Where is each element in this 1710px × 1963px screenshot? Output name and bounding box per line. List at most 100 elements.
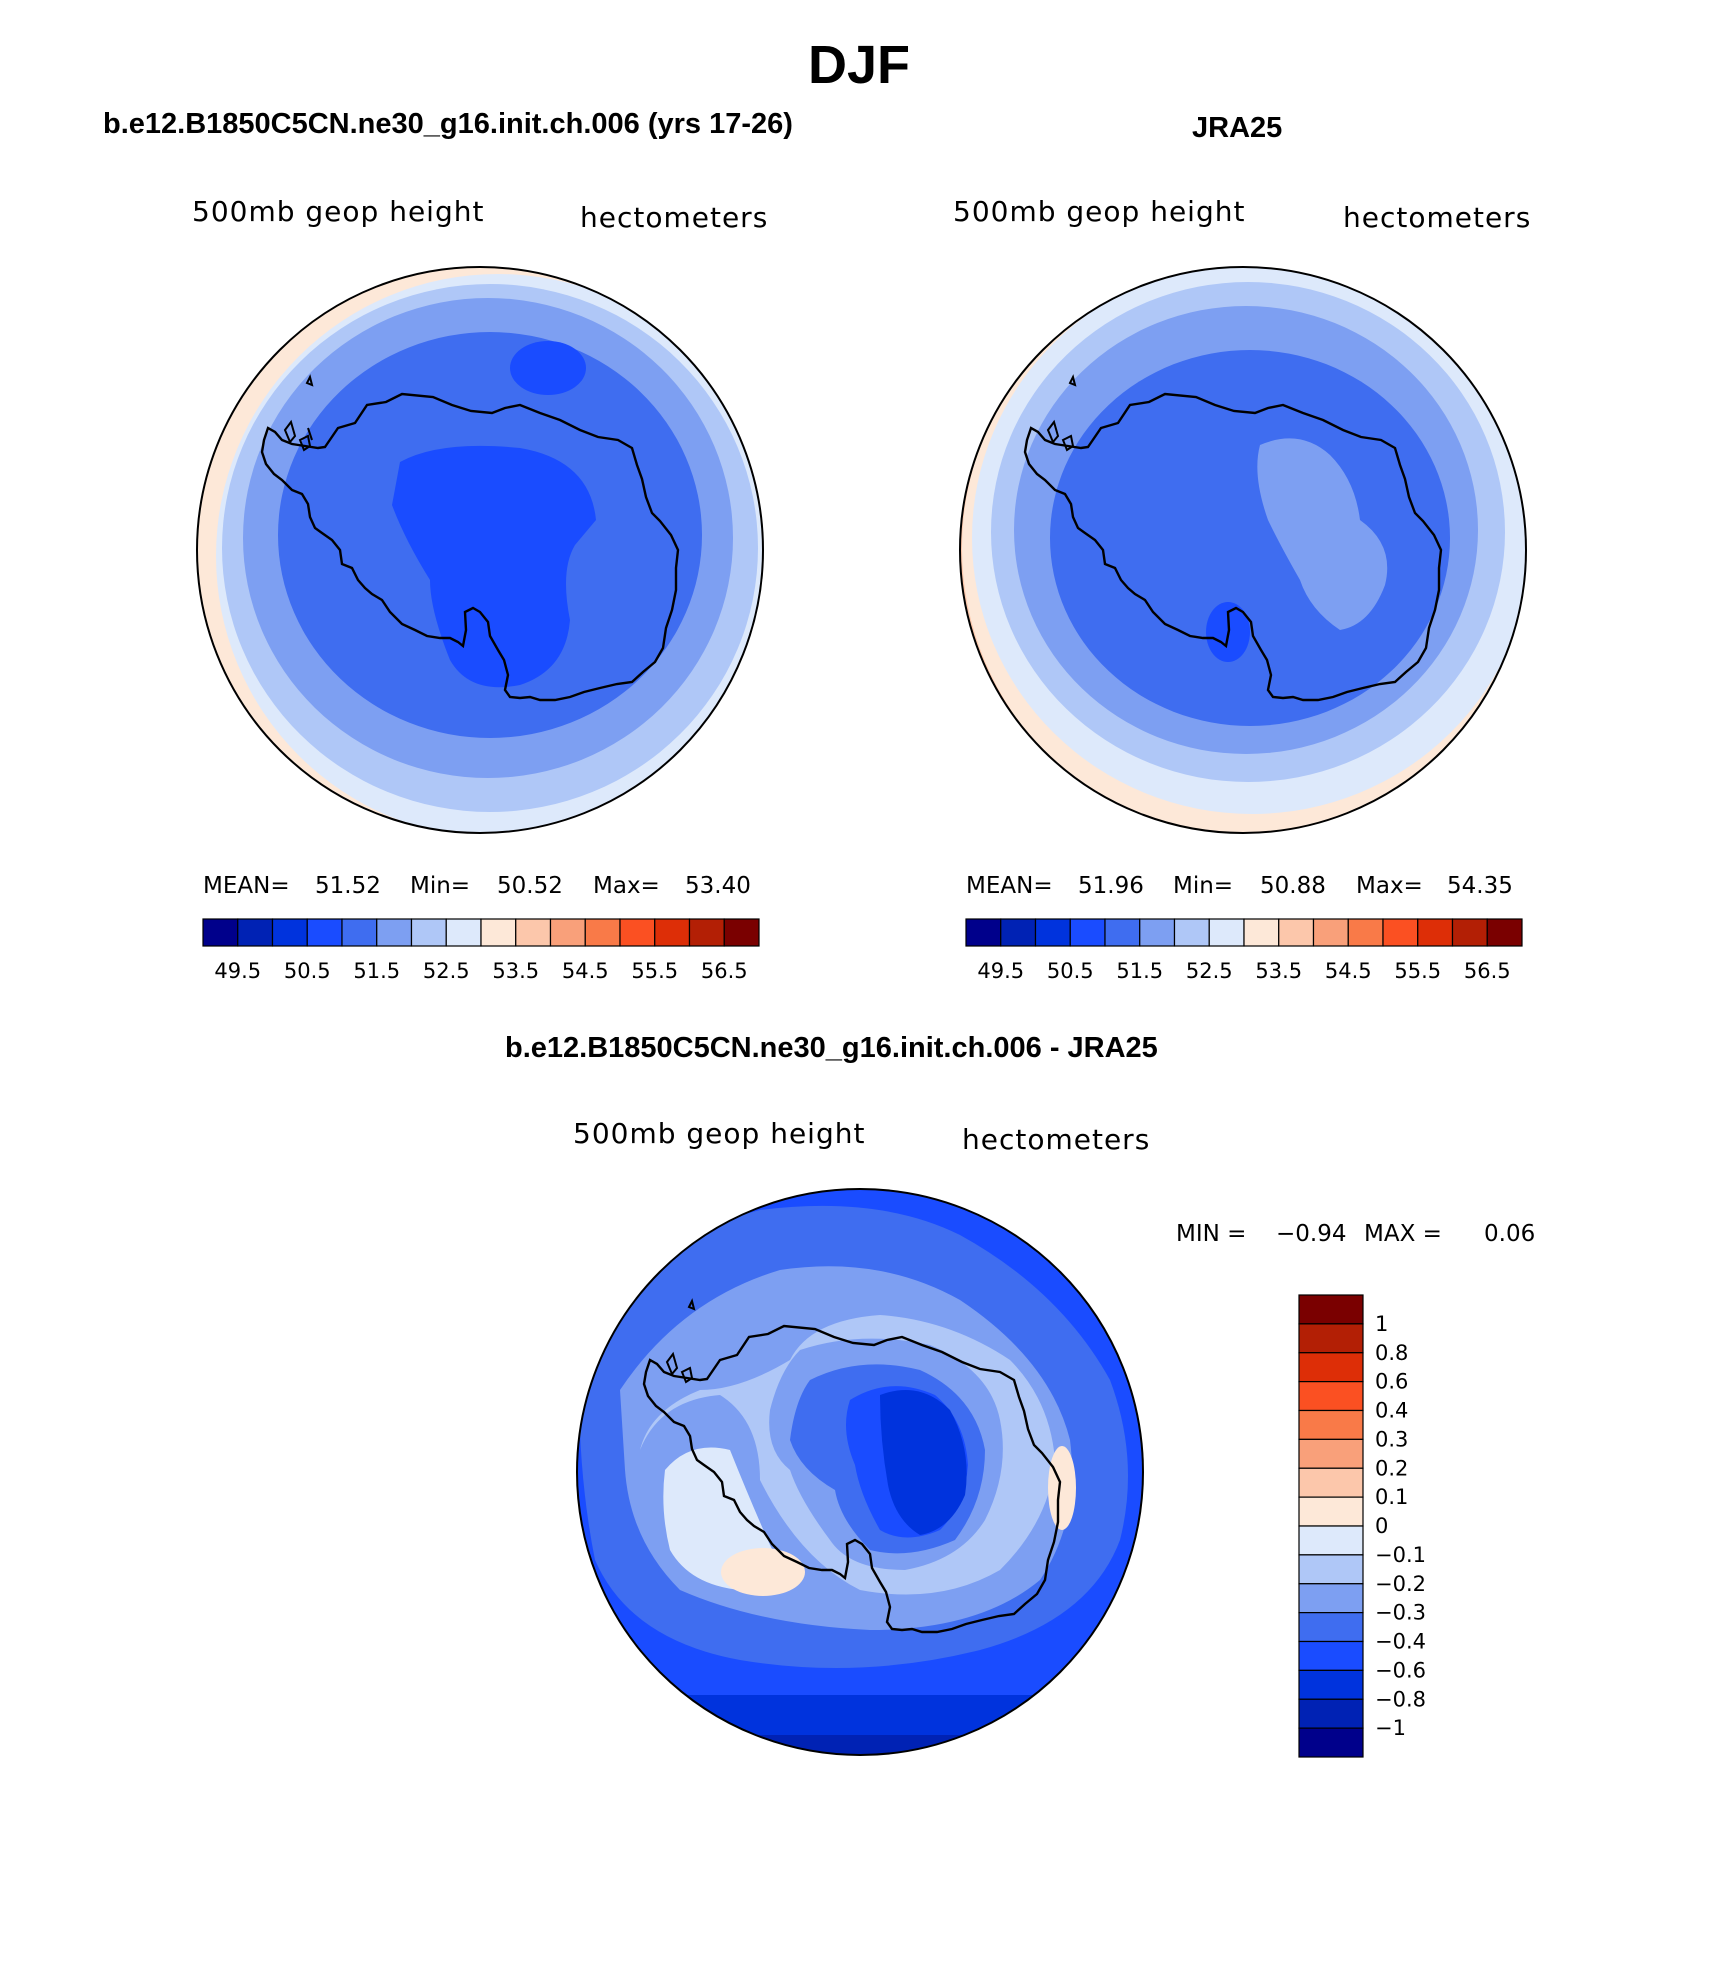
model-colorbar-swatch <box>445 918 482 947</box>
model-colorbar-swatch <box>376 918 413 947</box>
model-variable-label: 500mb geop height <box>192 195 485 228</box>
obs-min-label: Min= <box>1173 873 1234 899</box>
model-map-border <box>196 266 764 834</box>
model-colorbar-swatch <box>271 918 308 947</box>
obs-colorbar-swatch <box>1104 918 1141 947</box>
obs-colorbar-swatch <box>1486 918 1523 947</box>
model-colorbar-swatch <box>619 918 656 947</box>
model-colorbar-swatch <box>341 918 378 947</box>
diff-colorbar-swatch <box>1298 1583 1364 1614</box>
obs-colorbar-swatch <box>1417 918 1454 947</box>
diff-max-label: MAX = <box>1364 1221 1442 1247</box>
obs-max-label: Max= <box>1356 873 1423 899</box>
obs-colorbar-tick-label: 56.5 <box>1464 959 1511 983</box>
diff-colorbar-swatch <box>1298 1467 1364 1498</box>
diff-colorbar-swatch <box>1298 1669 1364 1700</box>
obs-colorbar-swatch <box>1173 918 1210 947</box>
obs-map <box>960 267 1526 833</box>
obs-colorbar-swatch <box>1208 918 1245 947</box>
model-colorbar-tick-label: 52.5 <box>423 959 470 983</box>
diff-colorbar-tick-label: −1 <box>1375 1716 1406 1740</box>
model-min-label: Min= <box>410 873 471 899</box>
obs-colorbar-swatch <box>1069 918 1106 947</box>
model-colorbar-tick-label: 51.5 <box>353 959 400 983</box>
model-colorbar-swatch <box>584 918 621 947</box>
model-colorbar-tick-label: 50.5 <box>284 959 331 983</box>
diff-panel-title: b.e12.B1850C5CN.ne30_g16.init.ch.006 - J… <box>505 1032 1158 1064</box>
diff-colorbar-tick-label: −0.4 <box>1375 1630 1426 1654</box>
model-colorbar-swatch <box>202 918 239 947</box>
diff-colorbar-swatch <box>1298 1496 1364 1527</box>
diff-variable-label: 500mb geop height <box>573 1117 866 1150</box>
diff-colorbar-tick-label: 0.4 <box>1375 1399 1408 1423</box>
diff-colorbar-swatch <box>1298 1554 1364 1585</box>
diff-min-label: MIN = <box>1176 1221 1247 1247</box>
diff-map-border <box>576 1188 1144 1756</box>
diff-colorbar-swatch <box>1298 1727 1364 1758</box>
obs-max-value: 54.35 <box>1447 873 1513 899</box>
diff-colorbar-tick-label: 0 <box>1375 1514 1388 1538</box>
diff-colorbar-tick-label: 0.2 <box>1375 1456 1408 1480</box>
model-colorbar-swatch <box>480 918 517 947</box>
model-min-value: 50.52 <box>497 873 563 899</box>
obs-colorbar-tick-label: 49.5 <box>977 959 1024 983</box>
diff-colorbar-swatch <box>1298 1323 1364 1354</box>
model-colorbar-tick-label: 49.5 <box>214 959 261 983</box>
model-colorbar-tick-label: 55.5 <box>631 959 678 983</box>
model-colorbar-swatch <box>410 918 447 947</box>
diff-max-value: 0.06 <box>1484 1221 1536 1247</box>
obs-colorbar-swatch <box>1139 918 1176 947</box>
diff-colorbar-tick-label: −0.2 <box>1375 1572 1426 1596</box>
diff-colorbar-swatch <box>1298 1640 1364 1671</box>
obs-colorbar-tick-label: 55.5 <box>1394 959 1441 983</box>
diff-colorbar-tick-label: 0.3 <box>1375 1427 1408 1451</box>
diff-colorbar-tick-label: −0.6 <box>1375 1658 1426 1682</box>
obs-mean-value: 51.96 <box>1078 873 1144 899</box>
obs-mean-label: MEAN= <box>966 873 1053 899</box>
obs-colorbar-swatch <box>1451 918 1488 947</box>
diff-colorbar-tick-label: −0.1 <box>1375 1543 1426 1567</box>
diff-min-value: −0.94 <box>1276 1221 1347 1247</box>
obs-units-label: hectometers <box>1343 201 1532 234</box>
diff-colorbar-tick-label: −0.8 <box>1375 1687 1426 1711</box>
obs-colorbar-swatch <box>1034 918 1071 947</box>
model-colorbar-tick-label: 56.5 <box>701 959 748 983</box>
model-colorbar-tick-label: 53.5 <box>492 959 539 983</box>
diff-colorbar-swatch <box>1298 1438 1364 1469</box>
diff-colorbar-tick-label: −0.3 <box>1375 1601 1426 1625</box>
model-colorbar-tick-label: 54.5 <box>562 959 609 983</box>
obs-colorbar-tick-label: 51.5 <box>1116 959 1163 983</box>
obs-colorbar-tick-label: 54.5 <box>1325 959 1372 983</box>
model-max-label: Max= <box>593 873 660 899</box>
diff-colorbar-tick-label: 0.6 <box>1375 1370 1408 1394</box>
model-colorbar: 49.5 50.5 51.5 52.5 53.5 54.5 55.5 56.5 <box>202 918 760 983</box>
obs-colorbar-tick-label: 50.5 <box>1047 959 1094 983</box>
diff-map <box>577 1189 1143 1755</box>
diff-colorbar-swatch <box>1298 1525 1364 1556</box>
model-colorbar-swatch <box>654 918 691 947</box>
model-max-value: 53.40 <box>685 873 751 899</box>
obs-colorbar-swatch <box>1278 918 1315 947</box>
obs-colorbar-swatch <box>1243 918 1280 947</box>
diff-colorbar-tick-label: 0.1 <box>1375 1485 1408 1509</box>
model-colorbar-swatch <box>688 918 725 947</box>
model-units-label: hectometers <box>580 201 769 234</box>
obs-colorbar-swatch <box>1382 918 1419 947</box>
model-panel-title: b.e12.B1850C5CN.ne30_g16.init.ch.006 (yr… <box>103 108 793 140</box>
diff-units-label: hectometers <box>962 1123 1151 1156</box>
obs-colorbar-swatch <box>1000 918 1037 947</box>
model-mean-value: 51.52 <box>315 873 381 899</box>
diff-colorbar-swatch <box>1298 1698 1364 1729</box>
diff-colorbar-swatch <box>1298 1409 1364 1440</box>
diff-colorbar-tick-label: 0.8 <box>1375 1341 1408 1365</box>
diff-colorbar-swatch <box>1298 1381 1364 1412</box>
model-colorbar-swatch <box>237 918 274 947</box>
model-colorbar-swatch <box>515 918 552 947</box>
obs-colorbar-swatch <box>1347 918 1384 947</box>
diff-colorbar: 1 0.8 0.6 0.4 0.3 0.2 0.1 0 −0.1 −0.2 −0.3 −0.4 −0.6… <box>1298 1294 1426 1758</box>
diff-colorbar-tick-label: 1 <box>1375 1312 1388 1336</box>
obs-colorbar: 49.5 50.5 51.5 52.5 53.5 54.5 55.5 56.5 <box>965 918 1523 983</box>
diff-colorbar-swatch <box>1298 1612 1364 1643</box>
obs-colorbar-tick-label: 52.5 <box>1186 959 1233 983</box>
